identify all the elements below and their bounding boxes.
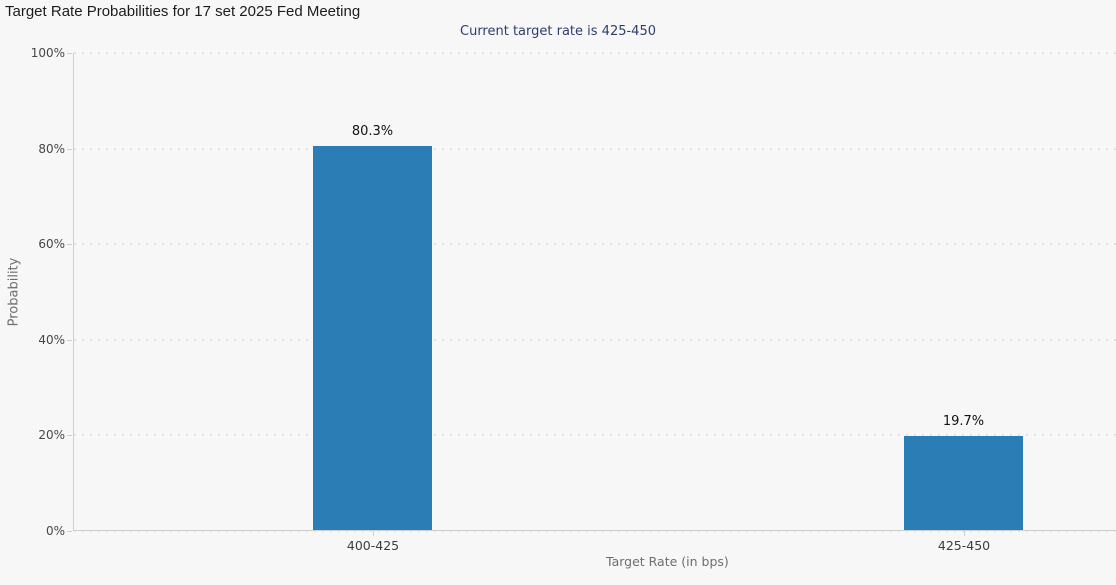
x-axis-line <box>73 530 1116 531</box>
gridline-0 <box>74 530 1116 532</box>
y-tick-mark <box>67 531 72 532</box>
y-tick-label: 60% <box>38 237 65 252</box>
y-tick-mark <box>67 435 72 437</box>
y-tick-mark <box>67 148 72 150</box>
y-tick-label: 20% <box>38 428 65 443</box>
plot-area: 80.3% 19.7% 400-425 425-450 <box>73 52 1116 553</box>
y-tick-label: 80% <box>38 141 65 156</box>
gridline-20 <box>74 434 1116 437</box>
gridline-60 <box>74 243 1116 246</box>
bar-400-425 <box>313 146 432 530</box>
y-tick-label: 0% <box>45 524 65 538</box>
bar-425-450 <box>904 435 1023 530</box>
bar-value-label-425-450: 19.7% <box>942 413 985 429</box>
x-tick-mark <box>373 531 374 536</box>
x-category-label-400-425: 400-425 <box>346 538 400 553</box>
gridline-40 <box>74 338 1116 341</box>
chart-title: Target Rate Probabilities for 17 set 202… <box>5 3 361 20</box>
y-tick-mark <box>67 339 72 341</box>
x-category-label-425-450: 425-450 <box>937 538 991 553</box>
x-tick-mark <box>964 531 965 536</box>
y-tick-label: 100% <box>30 46 65 60</box>
y-tick-mark <box>67 53 72 54</box>
y-tick-label: 40% <box>38 332 65 347</box>
y-axis-line <box>73 53 74 531</box>
y-axis-tick-labels: 100% 80% 60% 40% 20% 0% <box>0 46 73 538</box>
x-axis-title: Target Rate (in bps) <box>606 554 729 569</box>
gridline-100 <box>74 52 1116 54</box>
chart-subtitle: Current target rate is 425-450 <box>460 24 656 39</box>
y-tick-mark <box>67 244 72 246</box>
gridline-80 <box>74 147 1116 150</box>
bar-value-label-400-425: 80.3% <box>351 124 394 140</box>
